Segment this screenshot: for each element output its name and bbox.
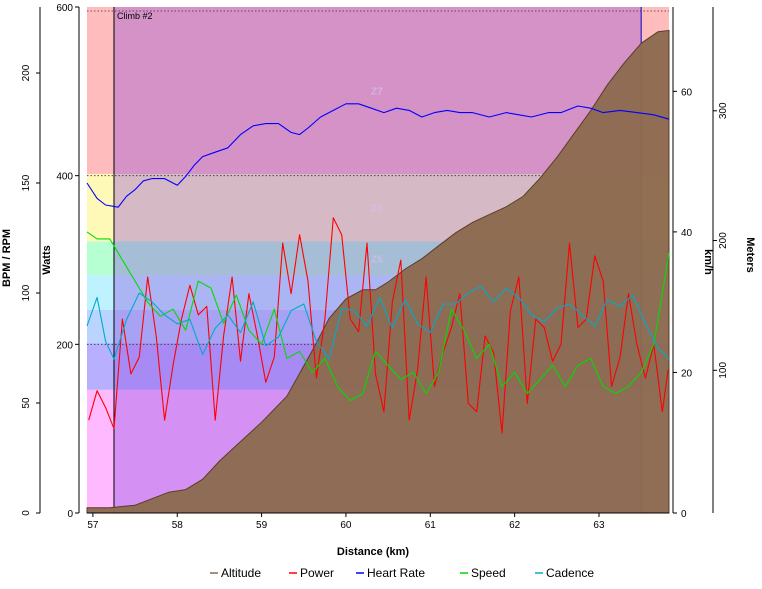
zone-label: Z5 xyxy=(371,254,383,265)
bpm_rpm-tick-label: 50 xyxy=(21,397,32,409)
x-tick-label: 57 xyxy=(87,520,99,531)
watts-axis-title: Watts xyxy=(41,245,53,275)
watts-tick-label: 600 xyxy=(56,3,73,14)
legend-label: Cadence xyxy=(546,566,594,580)
watts-tick-label: 0 xyxy=(67,509,73,520)
zone-label: Z7 xyxy=(371,86,383,97)
kmh-tick-label: 60 xyxy=(681,87,693,98)
kmh-tick-label: 20 xyxy=(681,368,693,379)
bpm_rpm-axis-title: BPM / RPM xyxy=(1,229,13,287)
legend: Altitude Power Heart Rate Speed Cadence xyxy=(210,566,594,580)
legend-item-power: Power xyxy=(289,566,334,580)
x-axis-title: Distance (km) xyxy=(337,546,409,558)
meters-axis-title: Meters xyxy=(744,237,756,272)
series-altitude-area xyxy=(86,29,670,514)
bpm_rpm-tick-label: 0 xyxy=(21,510,32,516)
legend-item-cadence: Cadence xyxy=(535,566,594,580)
legend-item-altitude: Altitude xyxy=(210,566,261,580)
legend-item-speed: Speed xyxy=(460,566,506,580)
zone-label: Z6 xyxy=(371,204,383,215)
bpm_rpm-tick-label: 100 xyxy=(21,284,32,301)
meters-tick-label: 100 xyxy=(718,362,729,379)
series-cadence-line xyxy=(86,285,670,360)
bpm_rpm-tick-label: 200 xyxy=(21,64,32,81)
x-tick-label: 60 xyxy=(340,520,352,531)
series-speed-line xyxy=(86,231,670,402)
watts-tick-label: 200 xyxy=(56,340,73,351)
legend-label: Altitude xyxy=(221,566,261,580)
x-tick-label: 62 xyxy=(509,520,521,531)
kmh-tick-label: 40 xyxy=(681,228,693,239)
interval-label: Climb #2 xyxy=(117,11,153,21)
legend-label: Power xyxy=(300,566,334,580)
meters-tick-label: 300 xyxy=(718,102,729,119)
series-heart-rate-line xyxy=(86,103,670,208)
kmh-tick-label: 0 xyxy=(681,509,687,520)
legend-label: Heart Rate xyxy=(367,566,425,580)
series-power-line xyxy=(88,217,669,434)
x-tick-label: 59 xyxy=(256,520,268,531)
x-tick-label: 58 xyxy=(172,520,184,531)
x-tick-label: 61 xyxy=(425,520,437,531)
kmh-axis-title: km/h xyxy=(702,249,714,275)
bpm_rpm-tick-label: 150 xyxy=(21,174,32,191)
legend-label: Speed xyxy=(471,566,506,580)
watts-tick-label: 400 xyxy=(56,172,73,183)
meters-tick-label: 200 xyxy=(718,232,729,249)
data-series xyxy=(86,29,670,514)
x-tick-label: 63 xyxy=(593,520,605,531)
legend-item-heart-rate: Heart Rate xyxy=(356,566,425,580)
